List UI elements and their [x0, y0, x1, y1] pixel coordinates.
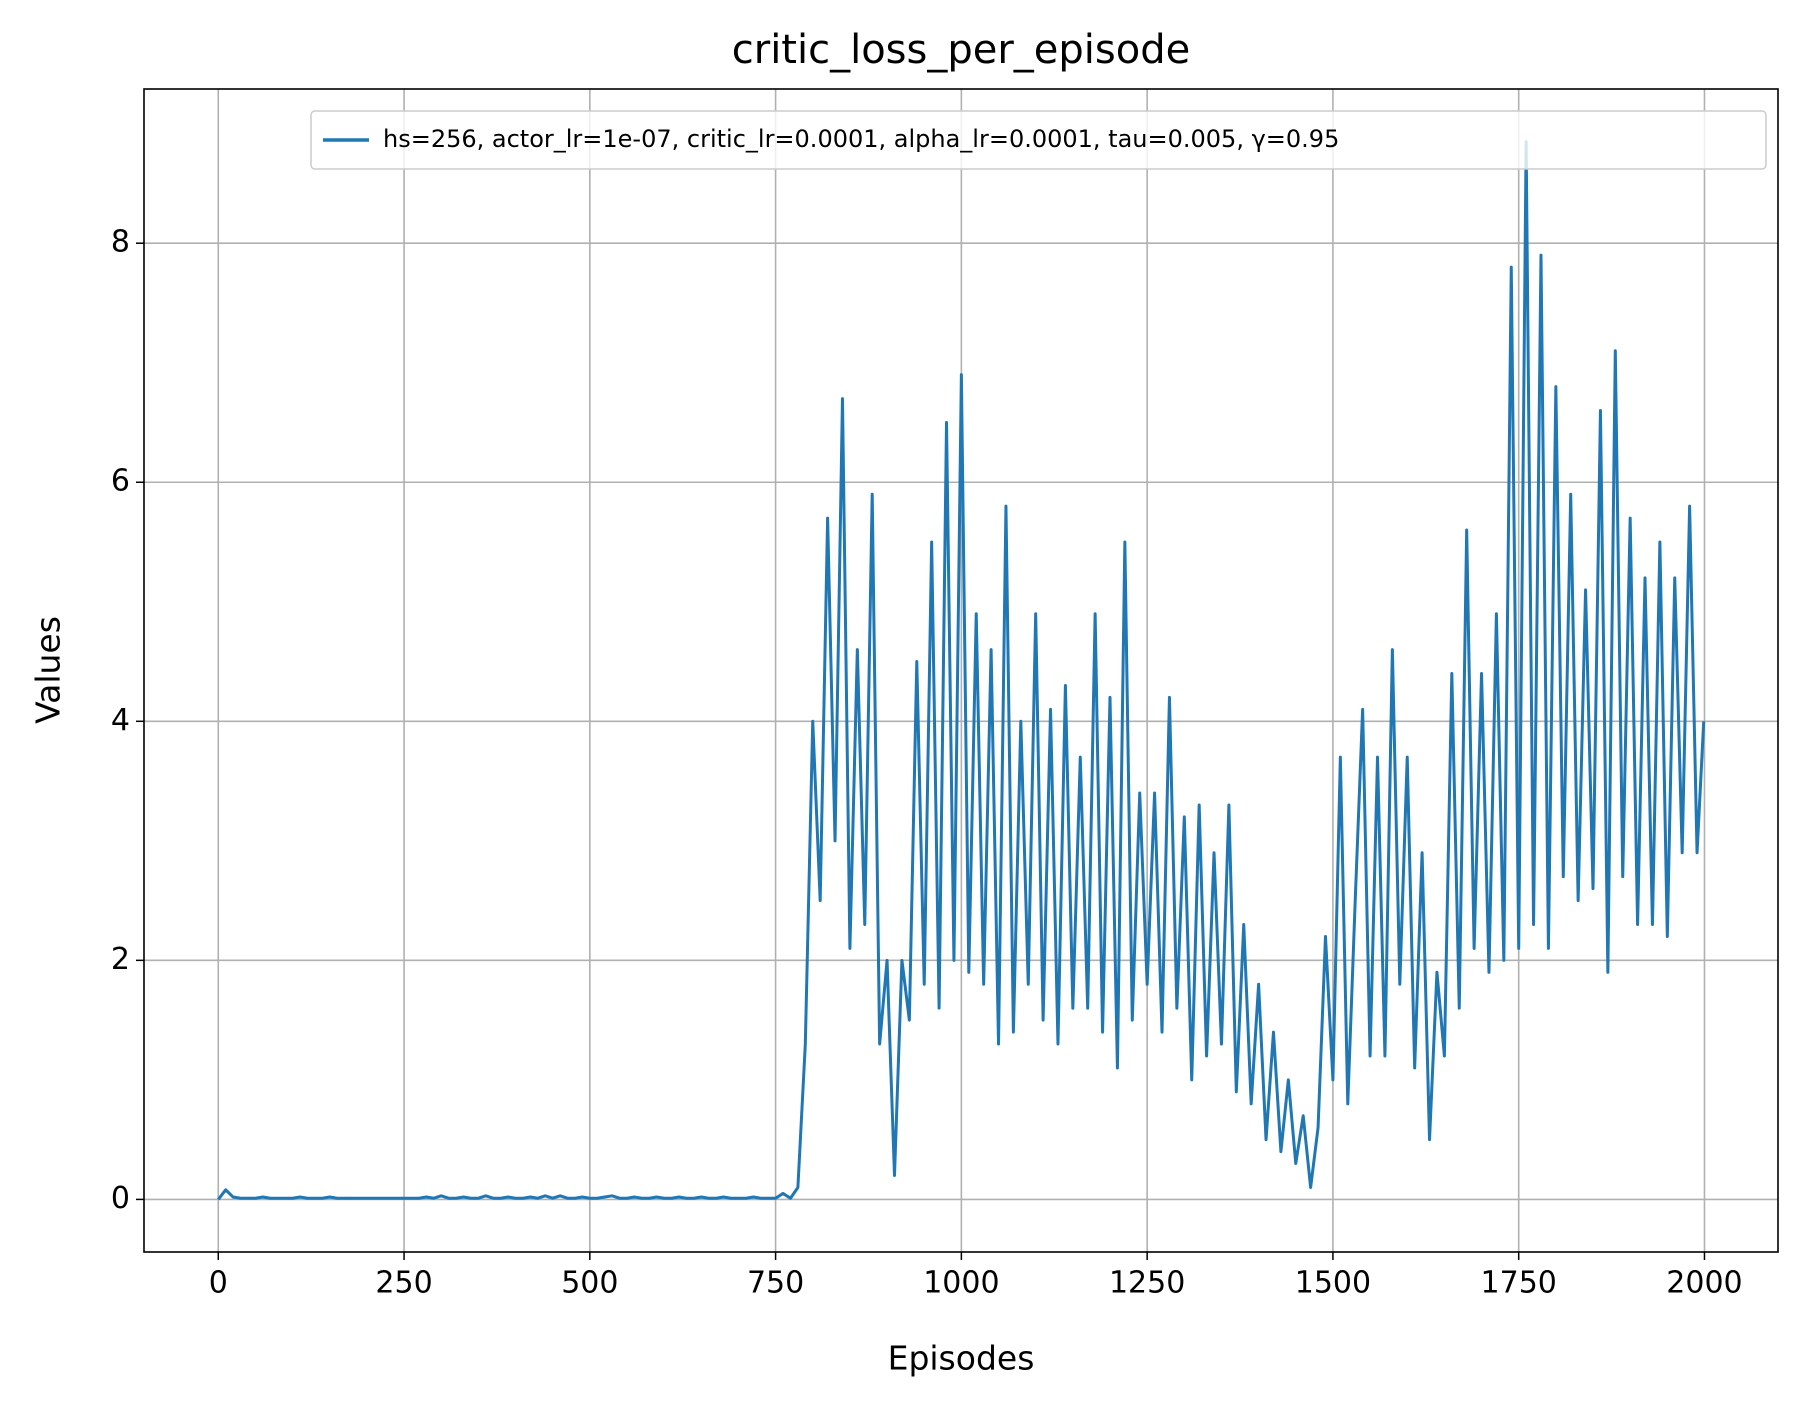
x-tick-label: 2000 [1666, 1266, 1742, 1301]
x-tick-label: 750 [747, 1266, 804, 1301]
x-tick-label: 500 [561, 1266, 618, 1301]
plot-frame [143, 88, 1779, 1253]
y-tick-label: 2 [111, 942, 130, 977]
legend: hs=256, actor_lr=1e-07, critic_lr=0.0001… [310, 110, 1767, 170]
x-tick-label: 1250 [1109, 1266, 1185, 1301]
y-tick-label: 0 [111, 1181, 130, 1216]
y-tick-label: 4 [111, 703, 130, 738]
x-tick-label: 1000 [923, 1266, 999, 1301]
data-line [217, 140, 1706, 1201]
chart-title: critic_loss_per_episode [732, 27, 1190, 73]
x-tick-label: 1750 [1481, 1266, 1557, 1301]
x-tick-label: 1500 [1295, 1266, 1371, 1301]
legend-box [310, 110, 1767, 170]
y-tick-label: 6 [111, 464, 130, 499]
y-tick-label: 8 [111, 225, 130, 260]
x-tick-label: 250 [375, 1266, 432, 1301]
y-axis-label: Values [29, 616, 68, 724]
legend-label: hs=256, actor_lr=1e-07, critic_lr=0.0001… [383, 125, 1339, 153]
x-tick-label: 0 [209, 1266, 228, 1301]
x-axis-label: Episodes [888, 1339, 1035, 1378]
